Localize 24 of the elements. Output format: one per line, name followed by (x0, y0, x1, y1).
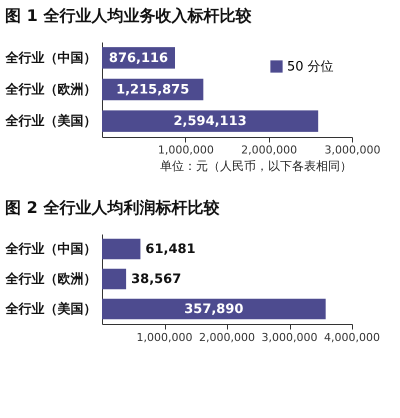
text: 2,000,000 (199, 331, 255, 344)
chart-title: 图 2 全行业人均利润标杆比较 (5, 198, 220, 217)
data-label: 38,567 (131, 272, 182, 287)
text: 4,000,000 (324, 331, 380, 344)
bar (102, 110, 318, 132)
data-label: 2,594,113 (173, 114, 247, 130)
data-label: 357,890 (184, 302, 244, 317)
data-label: 61,481 (145, 242, 196, 257)
y-tick-label: 全行业（欧洲） (4, 272, 96, 287)
y-tick-label: 全行业（中国） (4, 242, 96, 257)
text: 1,000,000 (136, 331, 192, 344)
y-tick-label: 全行业（美国） (4, 301, 96, 317)
y-tick-label: 全行业（中国） (4, 50, 96, 66)
data-label: 876,116 (108, 50, 168, 66)
data-label: 1,215,875 (116, 82, 190, 98)
x-tick-label: 2,000,000 (241, 144, 298, 156)
text: 3,000,000 (262, 331, 318, 344)
y-tick-label: 全行业（欧洲） (4, 82, 96, 98)
x-tick-label: 3,000,000 (324, 144, 380, 156)
chart-title: 图 1 全行业人均业务收入标杆比较 (5, 6, 252, 25)
y-tick-label: 全行业（美国） (4, 113, 96, 130)
x-tick-label: 1,000,000 (158, 144, 214, 156)
text: 单位：元（人民币，以下各表相同） (160, 159, 352, 173)
legend-label: 50 分位 (287, 60, 334, 74)
